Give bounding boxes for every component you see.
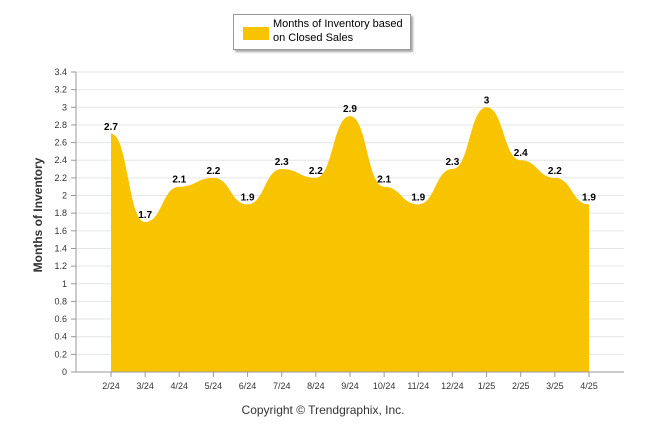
data-label: 2.1: [172, 175, 186, 186]
y-tick-label: 0: [62, 367, 67, 377]
series-area-layer: [111, 107, 589, 372]
y-tick-label: 2: [62, 191, 67, 201]
x-tick-label: 5/24: [205, 381, 223, 391]
y-tick-label: 2.6: [54, 138, 67, 148]
y-tick-label: 2.8: [54, 120, 67, 130]
x-tick-label: 4/25: [580, 381, 598, 391]
y-tick-label: 3: [62, 102, 67, 112]
data-label: 1.9: [411, 192, 425, 203]
x-tick-label: 3/24: [136, 381, 154, 391]
x-tick-label: 8/24: [307, 381, 325, 391]
x-tick-label: 11/24: [407, 381, 429, 391]
legend: Months of Inventory based on Closed Sale…: [233, 14, 411, 50]
data-label: 2.9: [343, 104, 357, 115]
copyright-text: Copyright © Trendgraphix, Inc.: [241, 403, 405, 417]
data-label: 2.4: [514, 148, 528, 159]
legend-label: Months of Inventory based on Closed Sale…: [273, 18, 403, 44]
x-tick-label: 1/25: [478, 381, 496, 391]
y-tick-label: 0.4: [54, 332, 67, 342]
x-tick-label: 10/24: [373, 381, 396, 391]
x-tick-label: 6/24: [239, 381, 257, 391]
data-label: 2.2: [206, 166, 220, 177]
y-tick-label: 1: [62, 279, 67, 289]
data-label: 2.7: [104, 122, 118, 133]
x-tick-label: 2/25: [512, 381, 530, 391]
y-tick-label: 0.8: [54, 296, 67, 306]
y-tick-label: 2.4: [54, 155, 67, 165]
data-label: 1.9: [241, 192, 255, 203]
y-tick-label: 3.2: [54, 85, 67, 95]
y-tick-label: 2.2: [54, 173, 67, 183]
y-tick-label: 0.6: [54, 314, 67, 324]
data-label: 2.2: [548, 166, 562, 177]
data-label: 2.1: [377, 175, 391, 186]
x-tick-label: 4/24: [171, 381, 189, 391]
y-tick-label: 1.2: [54, 261, 67, 271]
y-tick-label: 1.6: [54, 226, 67, 236]
legend-swatch: [243, 27, 269, 40]
data-label: 2.3: [445, 157, 459, 168]
x-tick-labels: 2/24 3/24 4/24 5/24 6/24 7/24 8/24 9/24 10/24 11/…: [102, 381, 598, 391]
y-axis-label: Months of Inventory: [31, 157, 45, 273]
data-labels: 2.7 1.7 2.1 2.2 1.9 2.3 2.2 2.9 2.1 1.9 2.3 3 2.4 2.2…: [104, 95, 596, 221]
series-area: [111, 107, 589, 372]
data-label: 1.7: [138, 210, 152, 221]
data-label: 1.9: [582, 192, 596, 203]
y-tick-label: 0.2: [54, 349, 67, 359]
y-tick-label: 1.4: [54, 243, 67, 253]
y-tick-label: 3.4: [54, 67, 67, 77]
y-tick-label: 1.8: [54, 208, 67, 218]
x-tick-label: 2/24: [102, 381, 120, 391]
data-label: 2.2: [309, 166, 323, 177]
x-tick-label: 9/24: [341, 381, 359, 391]
data-label: 3: [484, 95, 490, 106]
y-tick-labels: 0 0.2 0.4 0.6 0.8 1 1.2 1.4 1.6 1.8 2 2.2 2.4 2.6 2.8 3…: [54, 67, 67, 377]
axes: [71, 71, 624, 377]
x-tick-label: 12/24: [441, 381, 464, 391]
x-tick-label: 3/25: [546, 381, 564, 391]
x-tick-label: 7/24: [273, 381, 291, 391]
data-label: 2.3: [275, 157, 289, 168]
